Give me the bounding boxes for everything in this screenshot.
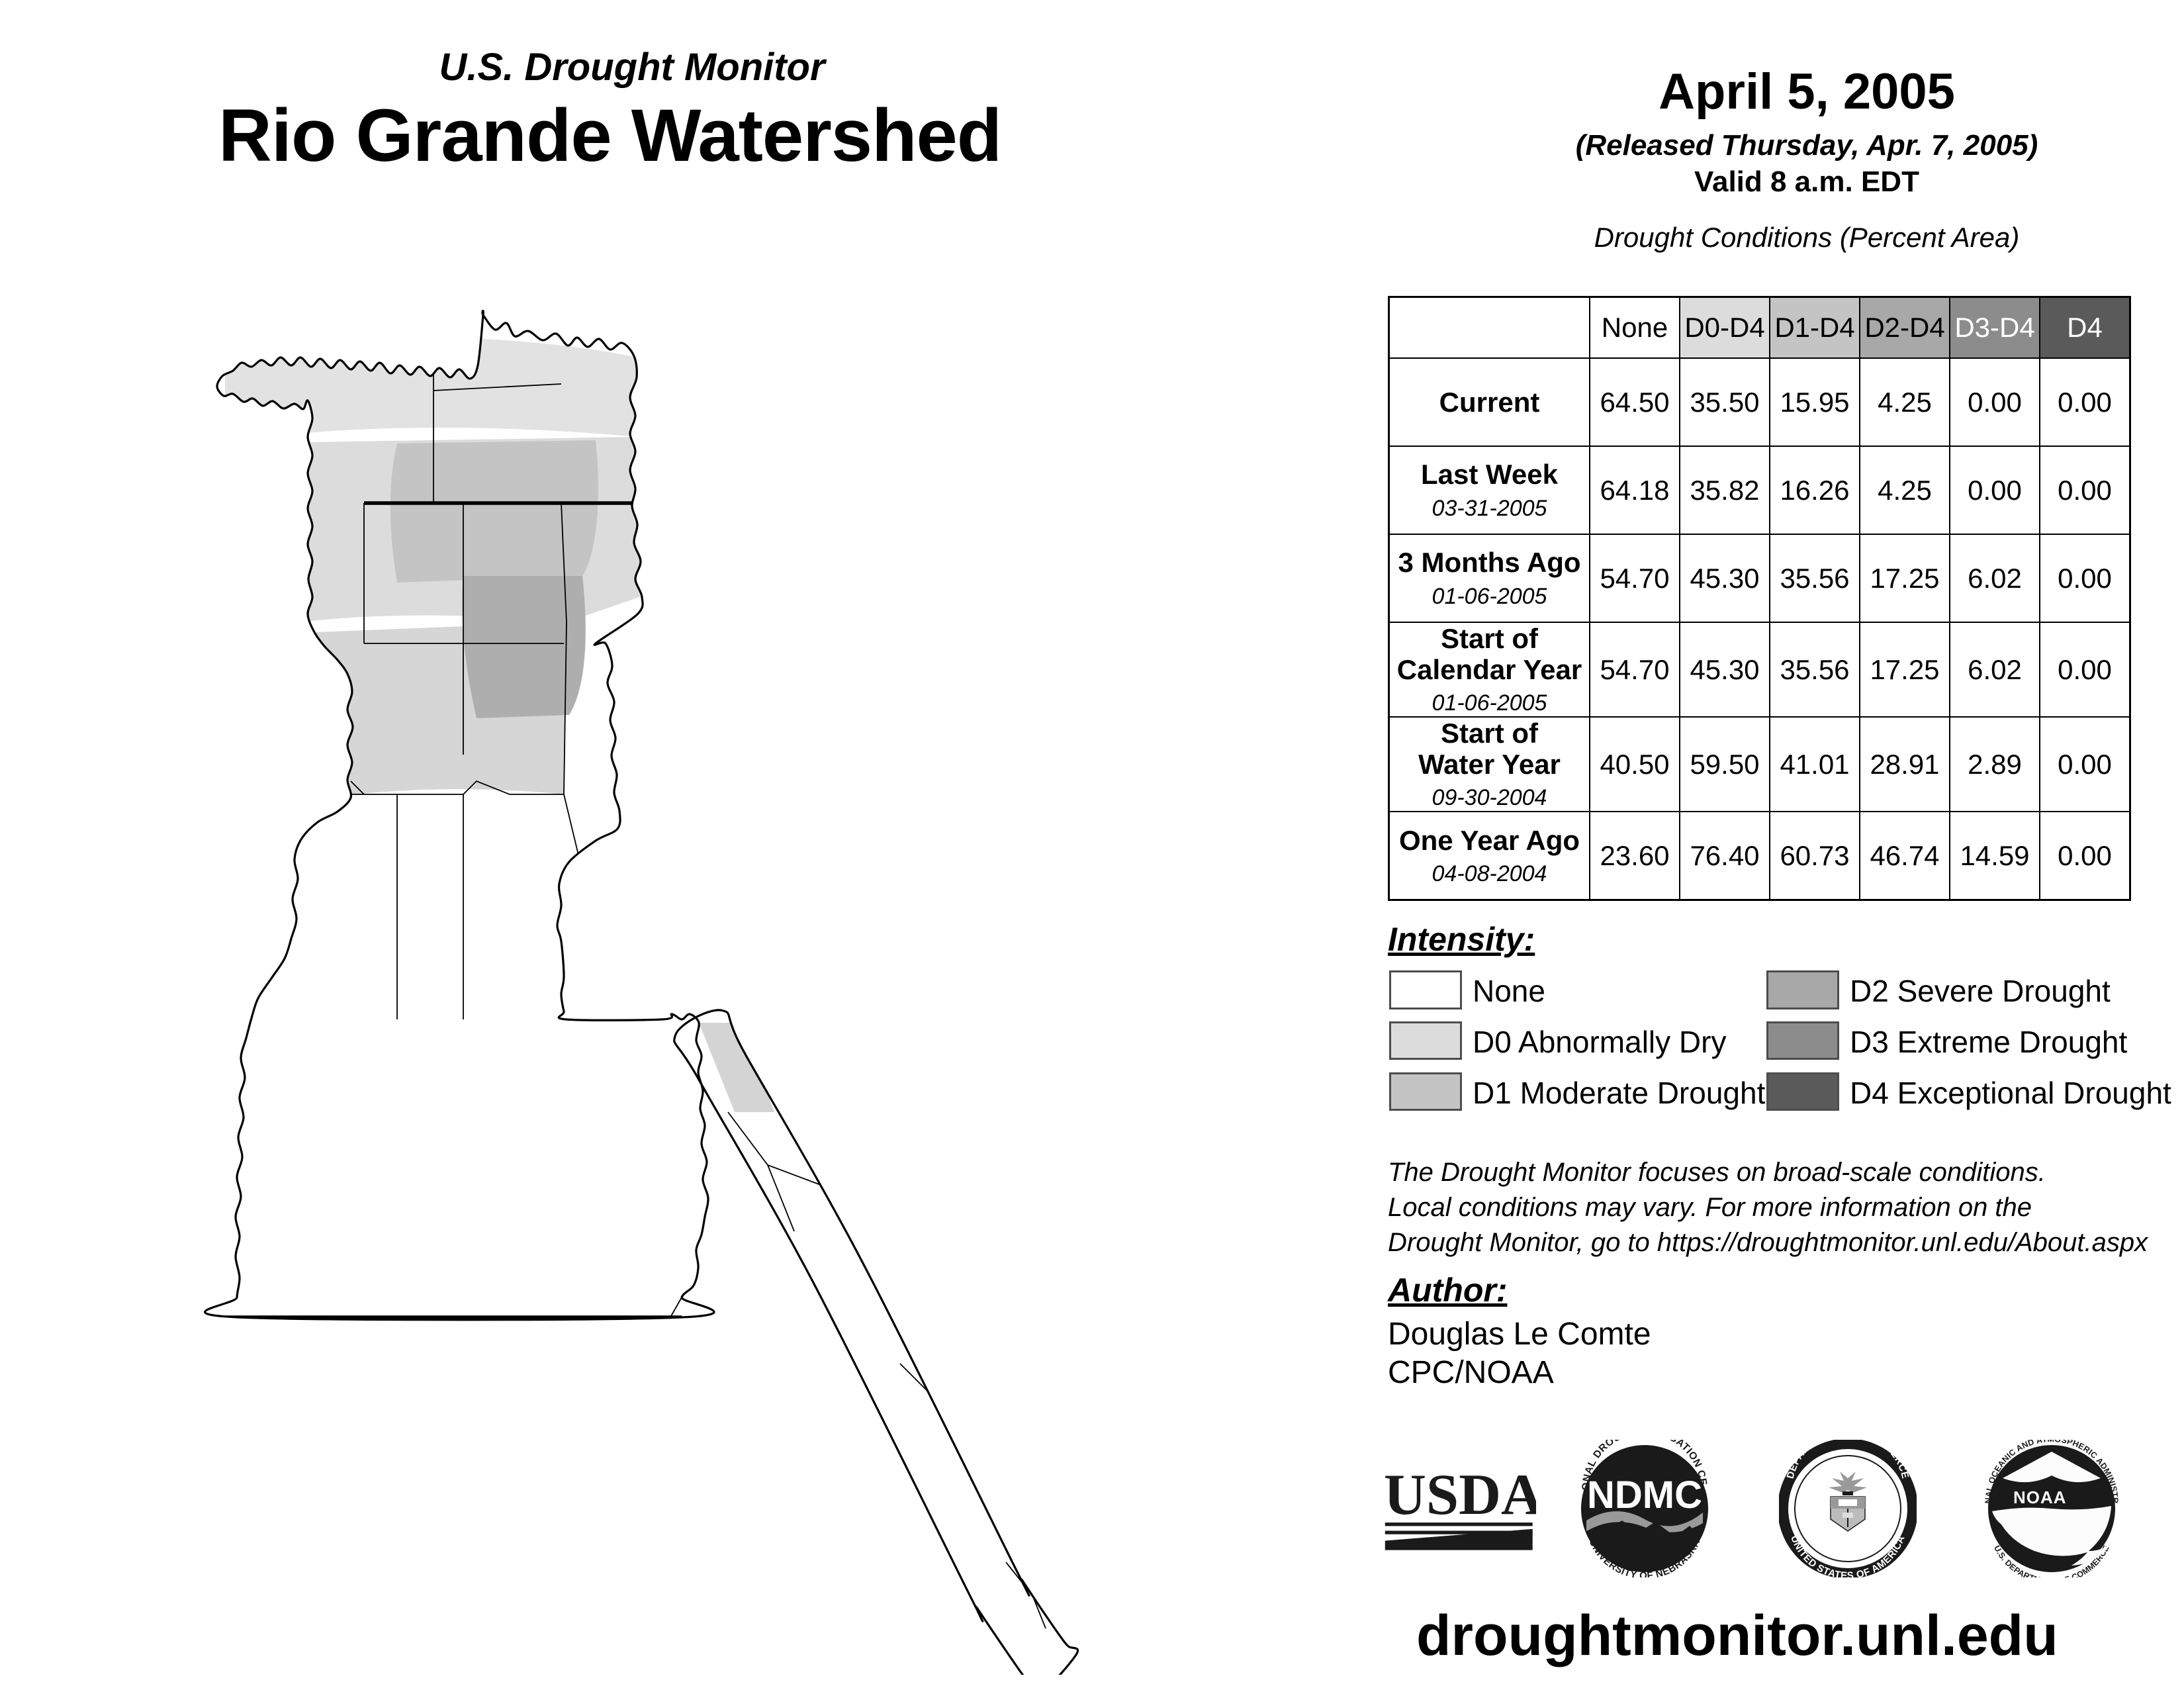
- svg-text:NDMC: NDMC: [1587, 1474, 1702, 1517]
- svg-text:NOAA: NOAA: [2013, 1487, 2067, 1507]
- svg-text:USDA: USDA: [1384, 1462, 1536, 1527]
- svg-text:★: ★: [1888, 1500, 1900, 1515]
- svg-text:★: ★: [1799, 1500, 1811, 1515]
